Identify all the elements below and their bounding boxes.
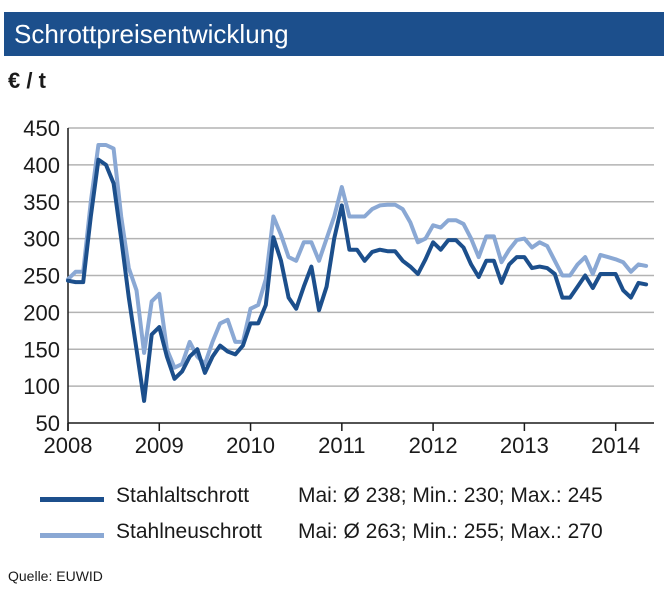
x-tick-label: 2012 (409, 433, 458, 458)
y-tick-label: 200 (23, 300, 60, 325)
y-tick-label: 250 (23, 264, 60, 289)
x-tick-label: 2009 (135, 433, 184, 458)
legend-label: Stahlneuschrott (116, 520, 262, 543)
legend-swatch-stahlaltschrott (40, 497, 104, 502)
y-tick-label: 150 (23, 337, 60, 362)
y-tick-label: 50 (36, 411, 60, 436)
chart-title: Schrottpreisentwicklung (14, 19, 289, 49)
y-tick-label: 450 (23, 116, 60, 141)
legend-label: Stahlaltschrott (116, 484, 250, 507)
y-tick-label: 100 (23, 374, 60, 399)
y-axis-unit-label: € / t (8, 68, 46, 93)
y-tick-label: 400 (23, 153, 60, 178)
series-line-stahlaltschrott (66, 157, 649, 403)
y-tick-label: 350 (23, 190, 60, 215)
x-tick-label: 2008 (44, 433, 93, 458)
series-line-stahlneuschrott (66, 143, 649, 370)
x-tick-label: 2013 (500, 433, 549, 458)
source-note: Quelle: EUWID (8, 568, 103, 584)
x-tick-label: 2011 (318, 433, 365, 458)
x-tick-label: 2010 (226, 433, 275, 458)
legend-stats: Mai: Ø 238; Min.: 230; Max.: 245 (298, 484, 603, 507)
legend-swatch-stahlneuschrott (40, 533, 104, 538)
x-tick-label: 2014 (591, 433, 640, 458)
title-bar: Schrottpreisentwicklung (4, 12, 664, 56)
legend-stats: Mai: Ø 263; Min.: 255; Max.: 270 (298, 520, 603, 543)
y-tick-label: 300 (23, 227, 60, 252)
